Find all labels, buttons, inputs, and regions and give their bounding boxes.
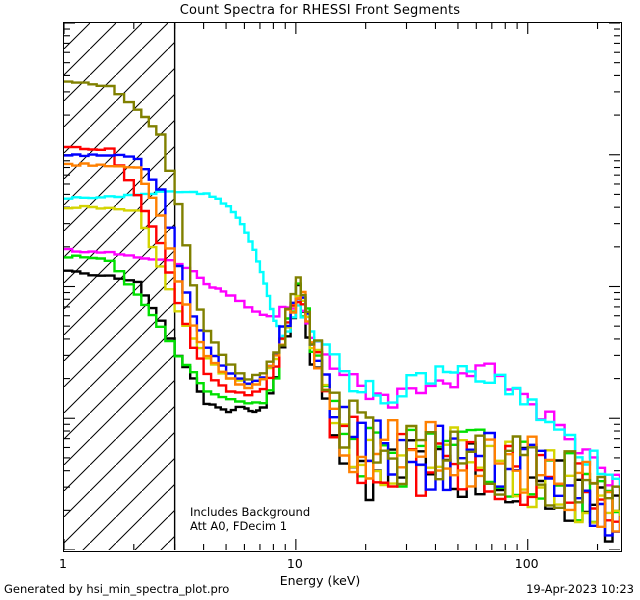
footer-timestamp: 19-Apr-2023 10:23: [526, 582, 634, 596]
annotation-background: Includes Background: [190, 505, 311, 519]
spectra-curves: [64, 80, 620, 543]
x-tick-label: 10: [286, 556, 303, 571]
x-tick-label: 100: [514, 556, 539, 571]
footer-generator: Generated by hsi_min_spectra_plot.pro: [4, 582, 230, 596]
annotation-attenuator: Att A0, FDecim 1: [190, 519, 288, 533]
axis-ticks: [64, 23, 620, 550]
page-title: Count Spectra for RHESSI Front Segments: [179, 3, 461, 18]
x-axis-label: Energy (keV): [279, 573, 361, 588]
plot-area: [63, 22, 622, 552]
hatched-exclusion-region: [64, 23, 176, 550]
x-tick-label: 1: [59, 556, 67, 571]
spectra-svg: [64, 23, 620, 550]
